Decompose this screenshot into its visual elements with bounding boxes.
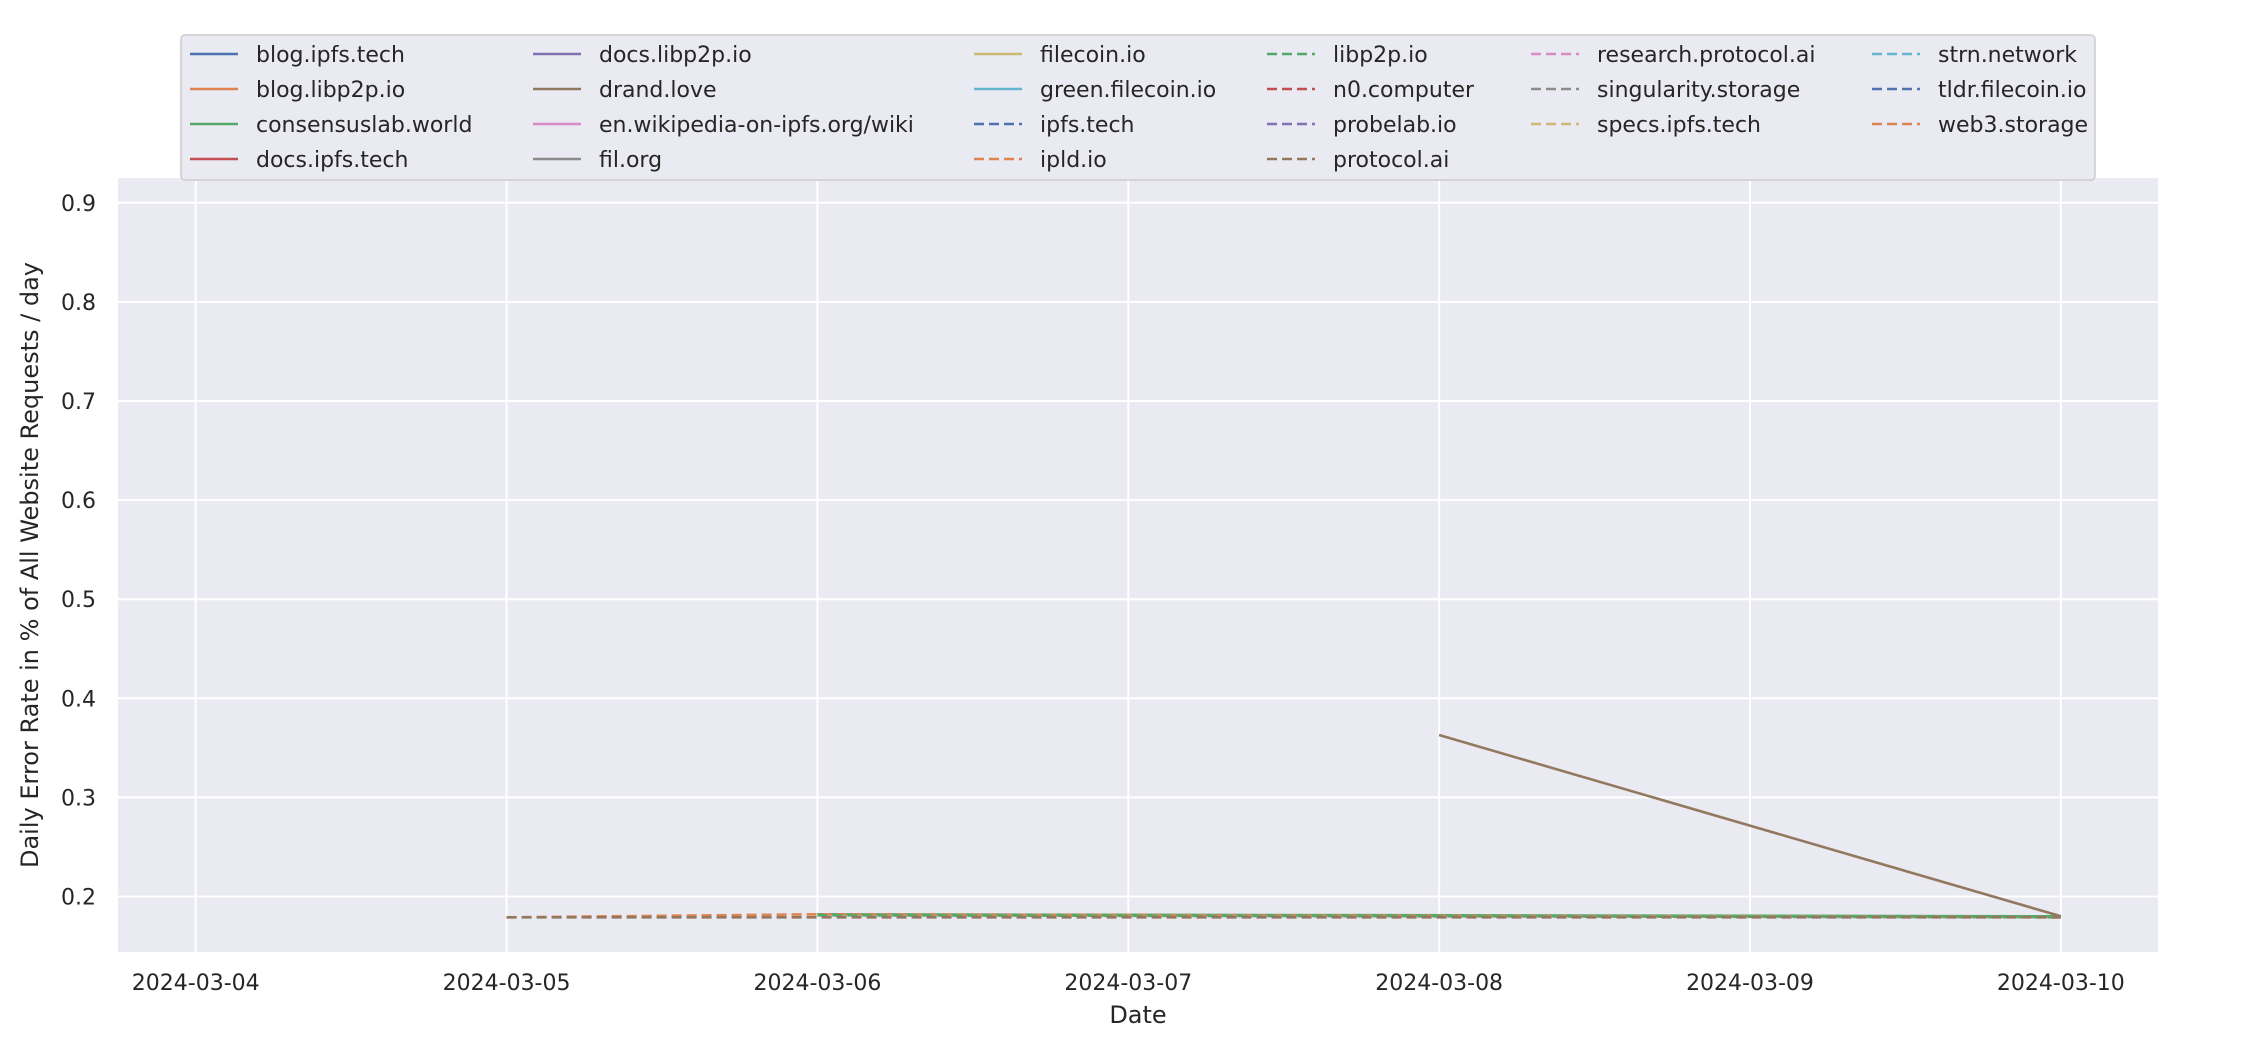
legend-item: ipld.io (974, 148, 1107, 173)
y-tick-label: 0.6 (61, 489, 96, 514)
legend-label: blog.ipfs.tech (256, 43, 405, 68)
legend-item: singularity.storage (1531, 78, 1800, 103)
legend-item: research.protocol.ai (1531, 43, 1816, 68)
legend-label: ipfs.tech (1040, 113, 1134, 138)
x-tick-label: 2024-03-06 (753, 971, 881, 996)
x-tick-label: 2024-03-07 (1064, 971, 1192, 996)
legend-item: tldr.filecoin.io (1872, 78, 2086, 103)
y-tick-label: 0.7 (61, 390, 96, 415)
y-tick-label: 0.4 (61, 687, 96, 712)
x-tick-label: 2024-03-04 (132, 971, 260, 996)
y-tick-label: 0.3 (61, 786, 96, 811)
y-tick-label: 0.8 (61, 291, 96, 316)
legend-label: probelab.io (1333, 113, 1457, 138)
legend-item: n0.computer (1267, 78, 1475, 103)
legend-item: filecoin.io (974, 43, 1146, 68)
legend-item: ipfs.tech (974, 113, 1134, 138)
y-tick-label: 0.2 (61, 886, 96, 911)
legend-label: specs.ipfs.tech (1597, 113, 1761, 138)
x-tick-label: 2024-03-09 (1686, 971, 1814, 996)
legend-label: protocol.ai (1333, 148, 1449, 173)
y-axis: 0.2 0.3 0.4 0.5 0.6 0.7 0.8 0.9 (61, 192, 96, 911)
legend-item: blog.libp2p.io (190, 78, 405, 103)
legend-label: strn.network (1938, 43, 2077, 68)
legend-item: docs.libp2p.io (533, 43, 752, 68)
legend-label: fil.org (599, 148, 662, 173)
plot-area (118, 178, 2158, 952)
x-axis: 2024-03-04 2024-03-05 2024-03-06 2024-03-07… (132, 971, 2125, 996)
legend-item: fil.org (533, 148, 662, 173)
legend-item: drand.love (533, 78, 717, 103)
legend-item: green.filecoin.io (974, 78, 1216, 103)
legend: blog.ipfs.tech blog.libp2p.io consensuslab… (180, 34, 2096, 181)
grid (118, 178, 2158, 952)
legend-item: strn.network (1872, 43, 2077, 68)
y-axis-label: Daily Error Rate in % of All Website Req… (16, 262, 44, 868)
legend-item: specs.ipfs.tech (1531, 113, 1761, 138)
legend-label: libp2p.io (1333, 43, 1428, 68)
x-tick-label: 2024-03-10 (1997, 971, 2125, 996)
series-lines (506, 733, 2062, 919)
legend-item: en.wikipedia-on-ipfs.org/wiki (533, 113, 914, 138)
legend-label: ipld.io (1040, 148, 1107, 173)
legend-label: consensuslab.world (256, 113, 472, 138)
legend-label: docs.ipfs.tech (256, 148, 408, 173)
legend-item: libp2p.io (1267, 43, 1428, 68)
legend-label: singularity.storage (1597, 78, 1800, 103)
y-tick-label: 0.5 (61, 588, 96, 613)
legend-item: docs.ipfs.tech (190, 148, 408, 173)
legend-label: web3.storage (1938, 113, 2088, 138)
legend-label: research.protocol.ai (1597, 43, 1816, 68)
legend-label: blog.libp2p.io (256, 78, 405, 103)
legend-box (180, 34, 2096, 181)
legend-label: green.filecoin.io (1040, 78, 1216, 103)
legend-label: n0.computer (1333, 78, 1475, 103)
y-tick-label: 0.9 (61, 192, 96, 217)
legend-item: consensuslab.world (190, 113, 472, 138)
plot-background (118, 178, 2158, 952)
legend-item: web3.storage (1872, 113, 2088, 138)
x-tick-label: 2024-03-08 (1375, 971, 1503, 996)
legend-label: en.wikipedia-on-ipfs.org/wiki (599, 113, 914, 138)
x-axis-label: Date (1109, 1001, 1166, 1029)
x-tick-label: 2024-03-05 (443, 971, 571, 996)
legend-item: probelab.io (1267, 113, 1457, 138)
legend-label: drand.love (599, 78, 717, 103)
legend-label: docs.libp2p.io (599, 43, 752, 68)
legend-label: tldr.filecoin.io (1938, 78, 2086, 103)
series-line-drand-love (1438, 733, 2062, 918)
legend-label: filecoin.io (1040, 43, 1146, 68)
legend-item: protocol.ai (1267, 148, 1449, 173)
legend-item: blog.ipfs.tech (190, 43, 405, 68)
